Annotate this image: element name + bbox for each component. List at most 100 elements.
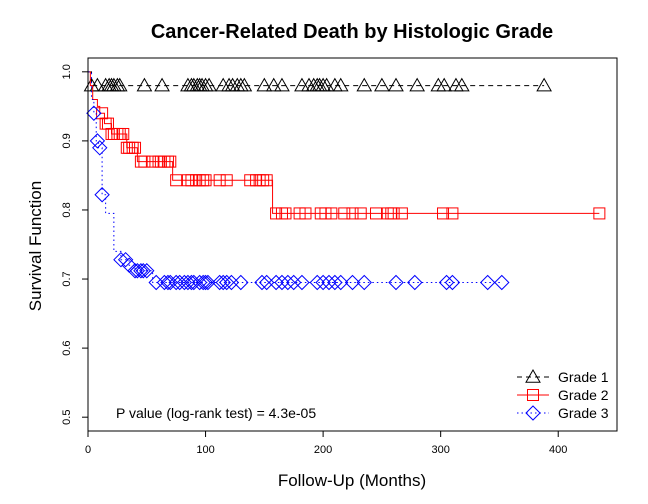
y-tick-label: 0.9 xyxy=(61,133,73,148)
grade-3-censor-mark xyxy=(333,274,349,291)
series-grade-2 xyxy=(88,71,606,220)
legend: Grade 1 Grade 2 Grade 3 xyxy=(517,368,609,421)
grade-2-censor-mark xyxy=(164,155,177,168)
chart-title: Cancer-Related Death by Histologic Grade xyxy=(151,21,553,43)
y-tick-label: 0.6 xyxy=(61,340,73,355)
series-grade-1 xyxy=(83,71,552,92)
grade-2-curve xyxy=(88,71,600,214)
grade-3-censor-mark xyxy=(200,274,216,291)
grade-2-censor-mark xyxy=(220,174,233,187)
grade-3-censor-mark xyxy=(258,274,275,291)
grade-1-censor-mark xyxy=(236,77,253,92)
legend-label: Grade 2 xyxy=(558,387,609,403)
grade-3-censor-mark xyxy=(327,274,343,291)
grade-1-censor-mark xyxy=(388,77,404,92)
grade-2-censor-mark xyxy=(170,174,183,187)
grade-3-censor-mark xyxy=(233,274,249,291)
y-tick-label: 1.0 xyxy=(61,64,73,79)
grade-2-censor-mark xyxy=(325,207,338,220)
grade-1-censor-mark xyxy=(536,77,552,92)
grade-2-censor-mark xyxy=(117,127,130,140)
grade-1-censor-mark xyxy=(201,77,217,92)
grade-3-censor-mark xyxy=(94,187,110,203)
grade-3-censor-mark xyxy=(215,274,231,291)
grade-3-censor-mark xyxy=(479,274,496,291)
y-tick-label: 0.5 xyxy=(61,410,73,425)
axes: 0 100 200 300 400 0.5 0.6 0.7 0.8 0.9 1.0 xyxy=(61,64,567,456)
grade-3-censor-mark xyxy=(407,274,423,291)
legend-item-grade-1: Grade 1 xyxy=(517,368,609,385)
grade-3-censor-mark xyxy=(191,274,208,291)
grade-3-censor-mark xyxy=(127,263,143,279)
grade-3-censor-mark xyxy=(86,105,102,121)
grade-3-censor-mark xyxy=(171,274,188,291)
grade-3-censor-mark xyxy=(254,274,270,291)
grade-3-censor-mark xyxy=(268,274,284,291)
legend-label: Grade 1 xyxy=(558,369,609,385)
grade-3-censor-mark xyxy=(160,274,176,291)
grade-2-censor-mark xyxy=(346,207,359,220)
grade-3-censor-mark xyxy=(183,274,200,291)
grade-1-censor-mark xyxy=(136,77,153,92)
grade-3-censor-mark xyxy=(92,140,108,156)
grade-3-censor-mark xyxy=(139,263,155,279)
grade-1-censor-mark xyxy=(294,77,310,92)
grade-3-censor-mark xyxy=(135,263,151,279)
plot-frame xyxy=(87,57,618,432)
grade-2-censor-mark xyxy=(446,207,459,220)
grade-3-censor-mark xyxy=(211,274,228,291)
grade-3-curve xyxy=(88,71,502,283)
grade-3-censor-mark xyxy=(113,251,129,268)
grade-3-censor-mark xyxy=(168,274,184,291)
grade-3-censor-mark xyxy=(117,251,134,268)
grade-3-censor-mark xyxy=(309,274,325,291)
grade-1-censor-mark xyxy=(436,77,453,92)
x-tick-label: 400 xyxy=(549,444,567,456)
pvalue-annotation: P value (log-rank test) = 4.3e-05 xyxy=(116,405,316,421)
grade-3-censor-mark xyxy=(438,274,455,291)
grade-1-censor-mark xyxy=(409,77,426,92)
grade-2-censor-mark xyxy=(129,141,142,154)
grade-3-censor-mark xyxy=(294,274,310,291)
grade-3-censor-mark xyxy=(344,274,361,291)
grade-2-censor-mark xyxy=(338,207,351,220)
x-tick-label: 100 xyxy=(196,444,214,456)
grade-3-censor-mark xyxy=(494,274,510,291)
grade-2-censor-mark xyxy=(279,207,292,220)
grade-3-censor-mark xyxy=(286,274,302,291)
y-tick-label: 0.7 xyxy=(61,271,73,286)
x-tick-label: 300 xyxy=(431,444,449,456)
x-tick-label: 0 xyxy=(85,444,91,456)
grade-1-censor-mark xyxy=(265,77,282,92)
grade-3-censor-mark xyxy=(89,133,106,149)
x-tick-label: 200 xyxy=(314,444,332,456)
grade-1-censor-mark xyxy=(111,77,128,92)
grade-2-censor-mark xyxy=(354,207,367,220)
legend-label: Grade 3 xyxy=(558,405,609,421)
legend-marker-square xyxy=(527,389,539,401)
grade-3-censor-mark xyxy=(180,274,196,291)
grade-2-censor-mark xyxy=(395,207,408,220)
grade-1-censor-mark xyxy=(453,77,470,92)
grade-2-censor-mark xyxy=(213,174,226,187)
grade-3-censor-mark xyxy=(280,274,296,291)
grade-3-censor-mark xyxy=(388,274,404,291)
grade-3-censor-mark xyxy=(321,274,337,291)
grade-2-censor-mark xyxy=(199,174,212,187)
grade-1-censor-mark xyxy=(318,77,335,92)
grade-2-censor-mark xyxy=(370,207,383,220)
grade-1-censor-mark xyxy=(374,77,390,92)
grade-3-censor-mark xyxy=(219,274,235,291)
grade-1-censor-mark xyxy=(256,77,273,92)
grade-3-censor-mark xyxy=(148,274,164,291)
legend-marker-triangle xyxy=(525,368,541,383)
grade-2-censor-mark xyxy=(437,207,450,220)
grade-2-censor-mark xyxy=(138,155,151,168)
grade-2-censor-mark xyxy=(260,174,273,187)
grade-1-censor-mark xyxy=(274,77,290,92)
legend-marker-diamond xyxy=(525,405,541,421)
grade-1-censor-mark xyxy=(89,77,106,92)
legend-item-grade-3: Grade 3 xyxy=(517,405,609,421)
grade-3-censor-mark xyxy=(195,274,211,291)
